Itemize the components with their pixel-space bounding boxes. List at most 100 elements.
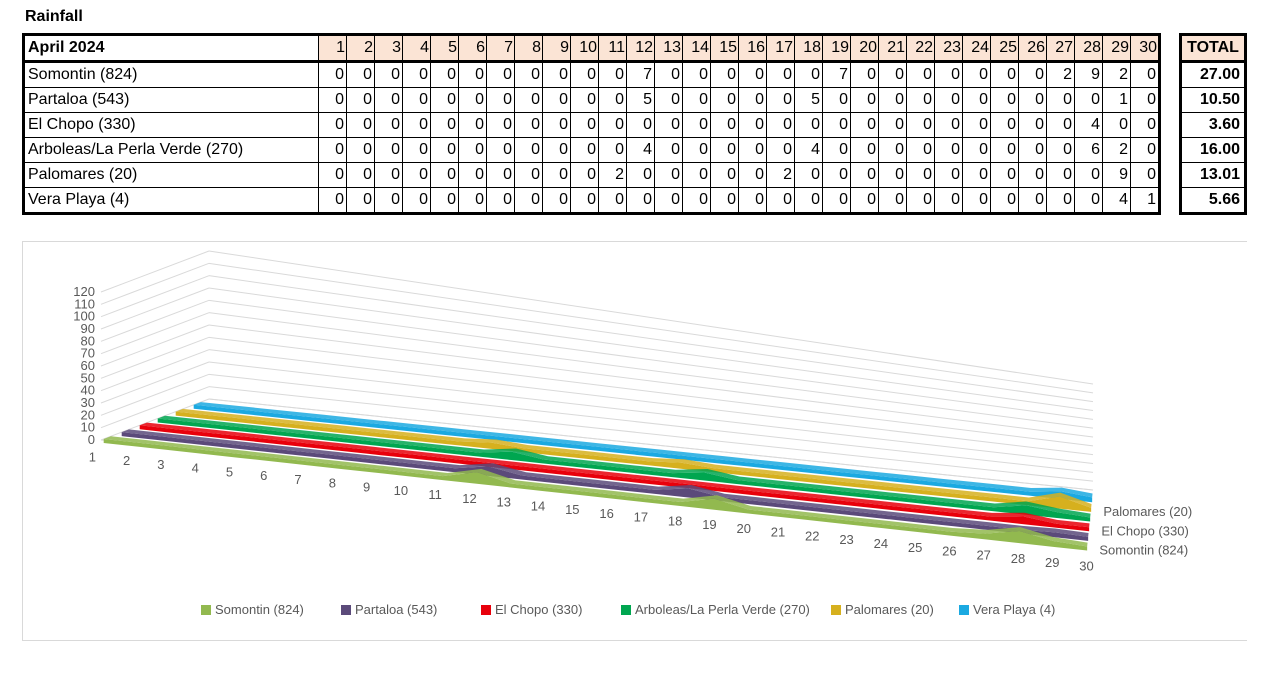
day-header: 14 bbox=[682, 34, 711, 63]
rain-value-cell: 4 bbox=[626, 137, 655, 163]
rain-value-cell: 0 bbox=[682, 87, 711, 113]
day-header: 12 bbox=[626, 34, 655, 63]
rain-value-cell: 0 bbox=[962, 162, 991, 188]
rain-value-cell: 0 bbox=[934, 61, 963, 88]
legend-label: Somontin (824) bbox=[215, 602, 304, 617]
rain-value-cell: 0 bbox=[710, 137, 739, 163]
x-tick-label: 20 bbox=[736, 521, 750, 536]
y-tick-label: 70 bbox=[81, 346, 95, 361]
day-header: 22 bbox=[906, 34, 935, 63]
series-ribbon-top bbox=[139, 422, 1090, 528]
rain-value-cell: 0 bbox=[1130, 162, 1160, 188]
rain-value-cell: 0 bbox=[402, 137, 431, 163]
rain-value-cell: 0 bbox=[402, 87, 431, 113]
rain-value-cell: 0 bbox=[1046, 137, 1075, 163]
rain-value-cell: 0 bbox=[794, 112, 823, 138]
back-wall-gridline bbox=[208, 275, 1094, 403]
rain-value-cell: 0 bbox=[766, 87, 795, 113]
day-header: 25 bbox=[990, 34, 1019, 63]
legend-swatch bbox=[621, 605, 631, 615]
rain-value-cell: 0 bbox=[934, 137, 963, 163]
total-value-cell: 27.00 bbox=[1180, 61, 1246, 88]
x-tick-label: 24 bbox=[874, 536, 888, 551]
rain-value-cell: 0 bbox=[738, 162, 767, 188]
rain-value-cell: 0 bbox=[990, 61, 1019, 88]
rain-value-cell: 0 bbox=[486, 112, 515, 138]
total-row: 16.00 bbox=[1180, 137, 1246, 163]
rain-value-cell: 0 bbox=[850, 112, 879, 138]
x-tick-label: 1 bbox=[89, 449, 96, 464]
series-ribbon-top bbox=[103, 436, 1088, 547]
day-header: 7 bbox=[486, 34, 515, 63]
x-tick-label: 16 bbox=[599, 506, 613, 521]
series-ribbon-top bbox=[175, 408, 1092, 508]
rain-value-cell: 0 bbox=[738, 187, 767, 214]
rain-value-cell: 0 bbox=[850, 87, 879, 113]
left-wall-gridline bbox=[100, 299, 210, 342]
rain-value-cell: 7 bbox=[626, 61, 655, 88]
month-header: April 2024 bbox=[23, 34, 319, 63]
rain-value-cell: 0 bbox=[682, 137, 711, 163]
day-header: 8 bbox=[514, 34, 543, 63]
rain-value-cell: 0 bbox=[514, 112, 543, 138]
table-title: Rainfall bbox=[25, 8, 83, 25]
rain-value-cell: 0 bbox=[626, 112, 655, 138]
rain-value-cell: 0 bbox=[878, 61, 907, 88]
station-name: Arboleas/La Perla Verde (270) bbox=[23, 137, 319, 163]
rain-value-cell: 0 bbox=[710, 61, 739, 88]
back-wall-gridline bbox=[208, 349, 1094, 456]
rain-value-cell: 0 bbox=[822, 112, 851, 138]
chart-frame: 0 10 20 30 40 50 60 70 80 90 100 110 120 1 2 3 4 5 6 7 8 9 10 1… bbox=[22, 241, 1247, 641]
rain-value-cell: 0 bbox=[1074, 162, 1103, 188]
total-value-cell: 3.60 bbox=[1180, 112, 1246, 138]
rain-value-cell: 0 bbox=[402, 187, 431, 214]
rain-value-cell: 0 bbox=[906, 162, 935, 188]
rain-value-cell: 1 bbox=[1102, 87, 1131, 113]
rain-value-cell: 0 bbox=[318, 137, 347, 163]
rain-value-cell: 0 bbox=[934, 162, 963, 188]
rain-value-cell: 0 bbox=[318, 87, 347, 113]
day-header: 13 bbox=[654, 34, 683, 63]
series-ribbon-top bbox=[157, 415, 1091, 518]
rain-value-cell: 0 bbox=[598, 112, 627, 138]
total-row: 27.00 bbox=[1180, 61, 1246, 88]
back-wall-gridline bbox=[208, 250, 1094, 385]
rain-value-cell: 0 bbox=[570, 187, 599, 214]
rain-value-cell: 0 bbox=[990, 112, 1019, 138]
back-wall-gridline bbox=[208, 287, 1094, 411]
day-header: 19 bbox=[822, 34, 851, 63]
x-tick-label: 22 bbox=[805, 528, 819, 543]
series-ribbon-front bbox=[193, 404, 1093, 503]
rainfall-table: April 2024 1 2 3 4 5 6 7 8 9 10 11 12 13 14 15 16 17 18 19… bbox=[22, 33, 1161, 215]
legend-swatch bbox=[831, 605, 841, 615]
left-wall-gridline bbox=[100, 336, 210, 379]
day-header: 1 bbox=[318, 34, 347, 63]
rain-value-cell: 0 bbox=[458, 112, 487, 138]
rain-value-cell: 0 bbox=[710, 162, 739, 188]
day-header: 23 bbox=[934, 34, 963, 63]
x-tick-label: 30 bbox=[1079, 559, 1093, 574]
x-tick-label: 10 bbox=[394, 483, 408, 498]
table-header-row: April 2024 1 2 3 4 5 6 7 8 9 10 11 12 13 14 15 16 17 18 19… bbox=[23, 34, 1160, 63]
rain-value-cell: 0 bbox=[906, 61, 935, 88]
rain-value-cell: 0 bbox=[542, 187, 571, 214]
back-wall-gridline bbox=[208, 373, 1094, 473]
rain-value-cell: 0 bbox=[654, 137, 683, 163]
x-tick-label: 5 bbox=[226, 464, 233, 479]
table-row: Somontin (824) 0 0 0 0 0 0 0 0 0 0 0 7 0 0 0 0 0 0 7 0 0 0 0 0 0 0… bbox=[23, 61, 1160, 88]
rain-value-cell: 0 bbox=[402, 112, 431, 138]
rain-value-cell: 9 bbox=[1074, 61, 1103, 88]
station-name: Partaloa (543) bbox=[23, 87, 319, 113]
left-wall-gridline bbox=[100, 275, 210, 318]
rain-value-cell: 0 bbox=[850, 187, 879, 214]
total-row: 13.01 bbox=[1180, 162, 1246, 188]
rain-value-cell: 9 bbox=[1102, 162, 1131, 188]
rain-value-cell: 0 bbox=[794, 187, 823, 214]
x-tick-label: 11 bbox=[428, 487, 442, 502]
rain-value-cell: 0 bbox=[514, 61, 543, 88]
series-ribbon-front bbox=[103, 438, 1088, 551]
total-row: 3.60 bbox=[1180, 112, 1246, 138]
rain-value-cell: 0 bbox=[1046, 187, 1075, 214]
day-header: 28 bbox=[1074, 34, 1103, 63]
